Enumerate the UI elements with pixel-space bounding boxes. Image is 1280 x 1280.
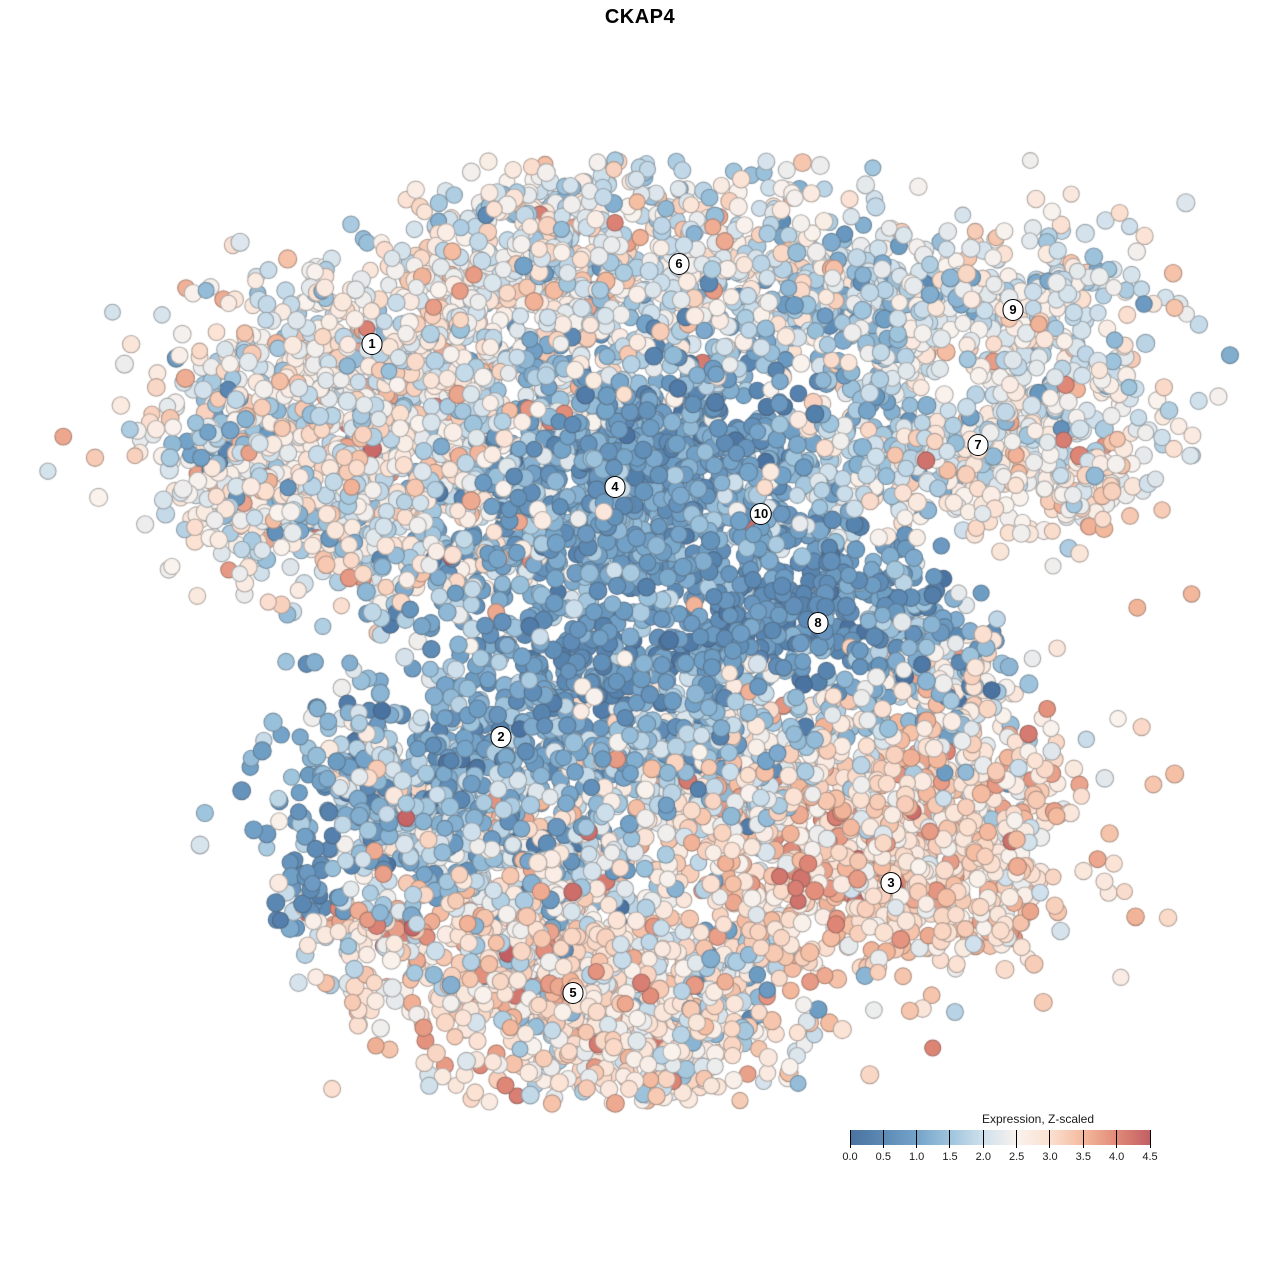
legend-tick-label: 3.5 <box>1075 1151 1091 1163</box>
cluster-label-3: 3 <box>880 872 902 894</box>
legend-tick <box>1116 1130 1118 1148</box>
cluster-label-8: 8 <box>807 612 829 634</box>
legend-tick <box>1049 1130 1051 1148</box>
legend-title: Expression, Z-scaled <box>981 1112 1095 1126</box>
cluster-label-1: 1 <box>361 333 383 355</box>
cluster-label-7: 7 <box>967 434 989 456</box>
legend-colorbar <box>850 1130 1150 1145</box>
legend-colorbar-wrap <box>849 1130 1151 1148</box>
legend-tick <box>882 1130 884 1148</box>
legend-tick <box>1016 1130 1018 1148</box>
expression-legend: Expression, Z-scaled 0.0 0.5 1.0 1.5 2.0 2.5 3… <box>842 1112 1157 1165</box>
legend-tick-label: 3.0 <box>1042 1151 1058 1163</box>
legend-tick-label: 1.5 <box>942 1151 958 1163</box>
legend-tick-label: 2.5 <box>1009 1151 1025 1163</box>
legend-tick <box>849 1130 851 1148</box>
legend-tick <box>1149 1130 1151 1148</box>
cluster-label-4: 4 <box>604 476 626 498</box>
legend-tick-label: 4.5 <box>1142 1151 1158 1163</box>
cluster-label-6: 6 <box>668 253 690 275</box>
cluster-label-9: 9 <box>1002 299 1024 321</box>
legend-tick-label: 0.0 <box>842 1151 858 1163</box>
legend-tick-label: 2.0 <box>975 1151 991 1163</box>
cluster-label-2: 2 <box>490 726 512 748</box>
legend-tick <box>916 1130 918 1148</box>
legend-tick-label: 4.0 <box>1109 1151 1125 1163</box>
legend-tick <box>1082 1130 1084 1148</box>
legend-tick-label: 0.5 <box>875 1151 891 1163</box>
legend-tick-labels: 0.0 0.5 1.0 1.5 2.0 2.5 3.0 3.5 4.0 4.5 <box>842 1151 1157 1165</box>
legend-tick <box>949 1130 951 1148</box>
legend-tick <box>982 1130 984 1148</box>
legend-tick-label: 1.0 <box>909 1151 925 1163</box>
cluster-label-10: 10 <box>749 503 773 525</box>
cluster-label-5: 5 <box>562 982 584 1004</box>
